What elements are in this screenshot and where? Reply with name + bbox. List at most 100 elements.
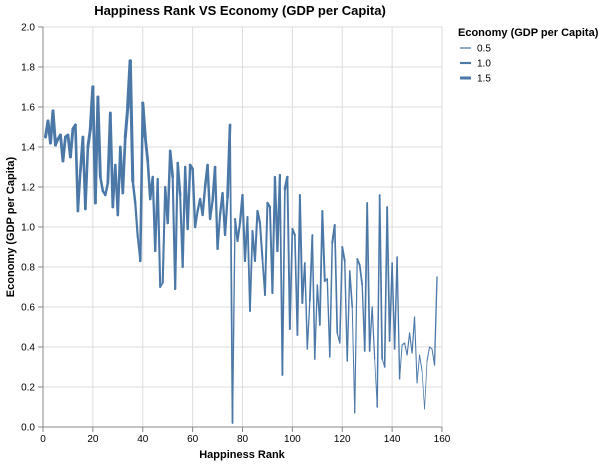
line-segment xyxy=(216,213,222,251)
line-segment xyxy=(246,216,251,312)
line-segment xyxy=(358,264,364,286)
y-tick-label: 1.6 xyxy=(21,103,35,114)
line-segment xyxy=(74,123,80,213)
line-segment xyxy=(108,111,115,209)
x-tick-label: 60 xyxy=(187,434,199,445)
line-segment xyxy=(354,258,358,414)
line-segment xyxy=(424,360,428,410)
line-segment xyxy=(383,206,388,368)
line-segment xyxy=(371,306,376,360)
line-segment xyxy=(194,209,199,229)
line-segment xyxy=(411,316,416,354)
line-segment xyxy=(321,210,326,282)
legend: Economy (GDP per Capita) 0.5 1.0 1.5 xyxy=(458,27,599,85)
line-segment xyxy=(304,262,309,350)
line-segment xyxy=(168,149,175,179)
line-segment xyxy=(141,101,147,139)
line-segment xyxy=(386,206,391,342)
line-segment xyxy=(393,256,398,350)
line-segment xyxy=(161,185,167,285)
x-tick-label: 120 xyxy=(334,434,351,445)
x-tick-label: 140 xyxy=(384,434,401,445)
chart-title: Happiness Rank VS Economy (GDP per Capit… xyxy=(94,3,386,18)
line-segment xyxy=(388,262,393,342)
line-segment xyxy=(241,193,247,263)
line-segment xyxy=(208,199,214,221)
x-axis-title: Happiness Rank xyxy=(199,449,285,461)
line-segment xyxy=(409,332,413,354)
line-segment xyxy=(391,262,396,350)
line-segment xyxy=(134,201,139,239)
line-segment xyxy=(258,221,264,261)
y-tick-label: 1.8 xyxy=(21,63,35,74)
data-marks xyxy=(43,59,438,424)
line-segment xyxy=(306,300,311,350)
line-segment xyxy=(213,165,219,251)
x-tick-label: 0 xyxy=(40,434,46,445)
line-segment xyxy=(369,306,373,352)
line-segment xyxy=(166,149,172,225)
x-tick-label: 80 xyxy=(237,434,249,445)
line-segment xyxy=(256,209,262,225)
line-segment xyxy=(61,135,67,163)
line-segment xyxy=(138,101,145,263)
axes: 0 20 40 60 80 100 120 140 160 0.0 0.2 0.4 0.6 0.8 1.0 1… xyxy=(21,23,451,446)
y-tick-label: 0.2 xyxy=(21,383,35,394)
line-segment xyxy=(279,174,284,376)
line-segment xyxy=(366,202,371,352)
line-segment xyxy=(291,227,296,237)
line-segment xyxy=(236,221,242,243)
line-segment xyxy=(143,135,150,163)
line-segment xyxy=(281,188,286,376)
line-segment xyxy=(406,332,411,356)
y-tick-label: 0.6 xyxy=(21,303,35,314)
line-segment xyxy=(201,185,207,217)
x-tick-label: 100 xyxy=(284,434,301,445)
y-axis-title: Economy (GDP per Capita) xyxy=(5,156,17,297)
legend-label: 1.0 xyxy=(477,59,491,70)
line-segment xyxy=(286,176,291,330)
line-segment xyxy=(356,258,361,266)
line-segment xyxy=(351,306,356,414)
line-segment xyxy=(176,161,182,197)
line-segment xyxy=(249,230,254,312)
line-segment xyxy=(206,163,212,221)
grid-lines xyxy=(42,26,443,428)
y-tick-label: 2.0 xyxy=(21,23,35,34)
line-segment xyxy=(99,175,105,193)
y-tick-label: 0.4 xyxy=(21,343,35,354)
line-segment xyxy=(229,124,234,424)
line-segment xyxy=(399,344,403,380)
line-segment xyxy=(419,354,423,372)
line-segment xyxy=(338,246,344,344)
x-tick-label: 40 xyxy=(137,434,149,445)
x-tick-label: 160 xyxy=(434,434,451,445)
y-tick-label: 1.4 xyxy=(21,143,35,154)
line-segment xyxy=(121,135,127,195)
line-segment xyxy=(263,202,269,296)
line-segment xyxy=(433,276,438,366)
line-segment xyxy=(428,346,433,350)
line-segment xyxy=(298,194,304,304)
line-segment xyxy=(223,195,229,237)
line-segment xyxy=(289,228,294,330)
line-segment xyxy=(253,209,259,263)
y-tick-label: 0.8 xyxy=(21,263,35,274)
line-segment xyxy=(318,210,324,326)
line-segment xyxy=(76,169,82,213)
line-segment xyxy=(51,109,57,147)
line-segment xyxy=(104,181,110,197)
line-segment xyxy=(378,194,384,360)
line-segment xyxy=(156,177,162,289)
line-segment xyxy=(96,95,102,179)
line-segment xyxy=(421,370,425,410)
line-segment xyxy=(341,246,346,262)
line-segment xyxy=(426,346,431,362)
line-segment xyxy=(311,234,316,360)
legend-label: 1.5 xyxy=(477,74,491,85)
line-segment xyxy=(174,161,179,291)
line-segment xyxy=(414,316,418,384)
line-segment xyxy=(128,59,135,183)
legend-label: 0.5 xyxy=(477,44,491,55)
line-segment xyxy=(333,224,339,334)
